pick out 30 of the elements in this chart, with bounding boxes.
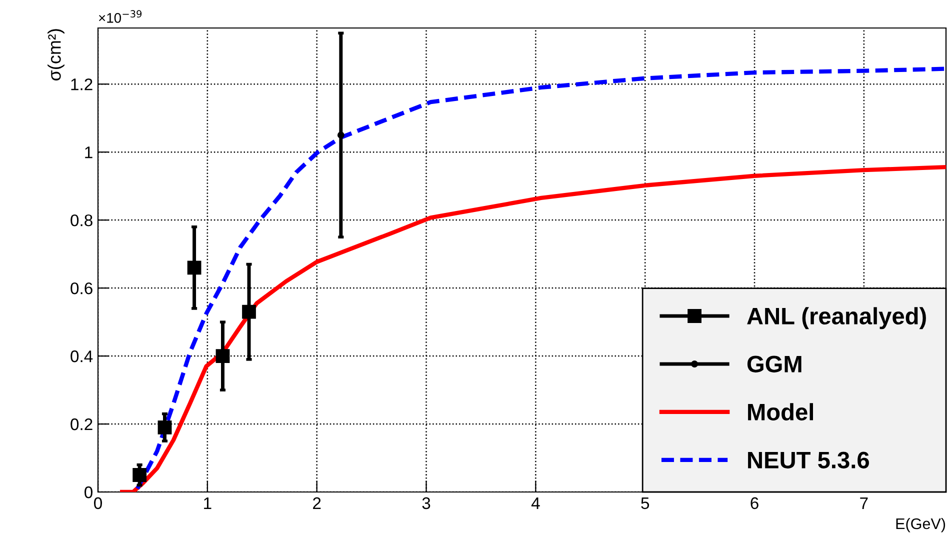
- legend-label: Model: [748, 403, 814, 420]
- y-axis-title: σ(cm²): [48, 29, 64, 80]
- x-tick-label: 6: [750, 497, 758, 510]
- x-tick-label: 4: [531, 497, 540, 509]
- point: [242, 304, 256, 319]
- legend-label: GGM: [747, 356, 802, 372]
- legend-label: NEUT 5.3.6: [748, 452, 869, 468]
- x-tick-label: 2: [313, 497, 321, 509]
- y-tick-label: 0.4: [70, 350, 93, 362]
- x-tick-label: 0: [94, 497, 102, 510]
- point: [337, 132, 344, 139]
- y-tick-label: 0: [84, 486, 92, 498]
- x-tick-label: 7: [860, 497, 868, 509]
- line-series: [120, 164, 946, 492]
- y-tick-label: 1.2: [71, 78, 92, 90]
- y-tick-label: 0.2: [70, 418, 92, 430]
- line-series: [135, 66, 946, 491]
- y-tick-label: 1: [85, 146, 92, 158]
- y-tick-label: 0.8: [70, 214, 92, 226]
- x-axis-title: E(GeV): [896, 518, 946, 532]
- y-tick-label: 0.6: [70, 282, 92, 294]
- point: [158, 420, 172, 434]
- point: [187, 260, 202, 275]
- point: [216, 349, 230, 363]
- x-tick-label: 5: [641, 497, 650, 510]
- x-tick-label: 3: [422, 497, 430, 510]
- text: ×10$^{−39}$: [98, 10, 142, 23]
- legend-label: ANL (reanalyed): [747, 307, 926, 330]
- point: [132, 468, 147, 482]
- x-tick-label: 1: [204, 497, 212, 509]
